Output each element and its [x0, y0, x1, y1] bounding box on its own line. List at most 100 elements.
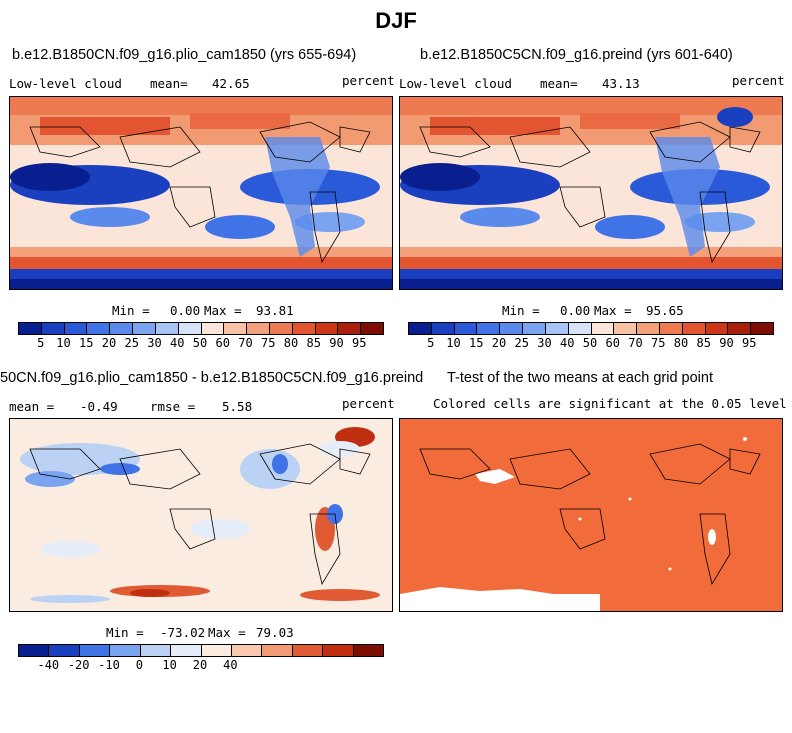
panel-c-difference-field [10, 419, 392, 611]
panel-c-colorbar-swatch [171, 645, 202, 656]
panel-c-colorbar-swatch [79, 645, 111, 656]
panel-a-colorbar-tick-label: 25 [124, 336, 139, 350]
panel-b-cloud-field [400, 97, 782, 289]
panel-a-colorbar-swatch [361, 323, 383, 334]
panel-b-min-value: 0.00 [560, 303, 591, 318]
panel-b-colorbar-swatch [431, 323, 455, 334]
panel-b-colorbar-tick-label: 95 [742, 336, 757, 350]
panel-a-max-label: Max = [204, 303, 242, 318]
panel-c-colorbar-tick-label: 20 [192, 658, 208, 672]
panel-a-colorbar-swatch [247, 323, 270, 334]
panel-c-mean-label: mean = [9, 399, 55, 414]
panel-a-colorbar-tick-label: 40 [170, 336, 185, 350]
panel-b-colorbar [408, 322, 774, 335]
panel-b-min-label: Min = [502, 303, 540, 318]
panel-c-colorbar-swatch [49, 645, 80, 656]
panel-c-colorbar-swatch [140, 645, 172, 656]
panel-d-subtitle: Colored cells are significant at the 0.0… [433, 396, 787, 411]
panel-b-mean-label: mean= [540, 76, 578, 91]
figure-title: DJF [375, 8, 417, 33]
panel-b-colorbar-swatch [728, 323, 752, 334]
panel-c-colorbar-swatch [19, 645, 50, 656]
panel-a-colorbar-tick-label: 20 [101, 336, 117, 350]
panel-c-colorbar-swatch [201, 645, 232, 656]
panel-b-colorbar-tick-label: 50 [582, 336, 598, 350]
panel-b-colorbar-tick-label: 70 [628, 336, 643, 350]
panel-b-colorbar-tick-label: 15 [469, 336, 484, 350]
panel-b-mean-value: 43.13 [602, 76, 640, 91]
panel-b-colorbar-swatch [705, 323, 729, 334]
panel-a-max-value: 93.81 [256, 303, 294, 318]
panel-b-colorbar-tick-label: 75 [651, 336, 666, 350]
panel-c-colorbar-swatch [292, 645, 324, 656]
panel-b-colorbar-swatch [751, 323, 773, 334]
panel-c-colorbar-swatch [262, 645, 293, 656]
panel-a-colorbar-tick-label: 75 [261, 336, 276, 350]
panel-b-colorbar-swatch [659, 323, 683, 334]
panel-a-colorbar-tick-label: 70 [238, 336, 253, 350]
panel-a-colorbar-swatch [19, 323, 42, 334]
panel-c-colorbar-tick-label: -10 [98, 658, 120, 672]
panel-c-title: 50CN.f09_g16.plio_cam1850 - b.e12.B1850C… [0, 370, 424, 386]
panel-a-cloud-field [10, 97, 392, 289]
panel-a-colorbar-tick-label: 5 [37, 336, 45, 350]
panel-b-colorbar-swatch [500, 323, 524, 334]
panel-b-max-label: Max = [594, 303, 632, 318]
panel-c-colorbar-tick-label: 40 [223, 658, 238, 672]
panel-b-map [399, 96, 783, 290]
panel-a-colorbar-swatch [41, 323, 65, 334]
panel-b-colorbar-swatch [682, 323, 706, 334]
panel-a-min-label: Min = [112, 303, 150, 318]
panel-a-mean-value: 42.65 [212, 76, 250, 91]
panel-a-colorbar-tick-label: 85 [306, 336, 321, 350]
panel-b-colorbar-swatch [477, 323, 501, 334]
panel-b-units: percent [732, 73, 785, 88]
panel-c-colorbar-swatch [323, 645, 354, 656]
panel-b-colorbar-tick-label: 80 [673, 336, 689, 350]
panel-c-colorbar-swatch [353, 645, 384, 656]
panel-b-colorbar-tick-label: 25 [514, 336, 529, 350]
panel-c-colorbar-tick-label: 0 [135, 658, 143, 672]
panel-b-colorbar-swatch [409, 323, 432, 334]
panel-a-colorbar-swatch [315, 323, 339, 334]
panel-a-colorbar-tick-label: 30 [147, 336, 162, 350]
panel-c-colorbar-tick-label: -20 [67, 658, 90, 672]
panel-a-title: b.e12.B1850CN.f09_g16.plio_cam1850 (yrs … [12, 47, 357, 63]
panel-b-colorbar-swatch [614, 323, 638, 334]
panel-a-colorbar-swatch [133, 323, 156, 334]
panel-c-max-label: Max = [208, 625, 246, 640]
panel-b-colorbar-swatch [523, 323, 546, 334]
panel-b-colorbar-tick-label: 60 [605, 336, 620, 350]
panel-a-colorbar-swatch [338, 323, 362, 334]
panel-a-field-label: Low-level cloud [9, 76, 122, 91]
panel-b-colorbar-swatch [637, 323, 660, 334]
panel-a-colorbar-swatch [224, 323, 248, 334]
panel-b-title: b.e12.B1850C5CN.f09_g16.preind (yrs 601-… [420, 47, 733, 63]
panel-b-colorbar-tick-label: 20 [491, 336, 507, 350]
panel-c-rmse-label: rmse = [150, 399, 196, 414]
panel-c-map [9, 418, 393, 612]
panel-a-units: percent [342, 73, 395, 88]
panel-b-colorbar-tick-label: 85 [696, 336, 711, 350]
panel-c-min-label: Min = [106, 625, 144, 640]
panel-c-rmse-value: 5.58 [222, 399, 253, 414]
panel-a-colorbar-swatch [201, 323, 225, 334]
panel-a-colorbar-swatch [292, 323, 316, 334]
panel-a-colorbar-tick-label: 10 [56, 336, 71, 350]
panel-a-colorbar-swatch [64, 323, 88, 334]
panel-a-colorbar-tick-label: 80 [283, 336, 299, 350]
panel-a-colorbar-swatch [178, 323, 202, 334]
panel-b-colorbar-swatch [568, 323, 592, 334]
panel-a-map [9, 96, 393, 290]
panel-a-colorbar-swatch [87, 323, 111, 334]
panel-b-colorbar-swatch [454, 323, 478, 334]
panel-c-colorbar-swatch [110, 645, 141, 656]
panel-c-colorbar-swatch [231, 645, 263, 656]
panel-a-colorbar-tick-label: 15 [79, 336, 94, 350]
panel-a-colorbar-tick-label: 60 [215, 336, 230, 350]
panel-c-min-value: -73.02 [160, 625, 206, 640]
panel-a-colorbar-swatch [155, 323, 179, 334]
panel-c-colorbar-tick-label: -40 [37, 658, 60, 672]
panel-a-colorbar-tick-label: 50 [192, 336, 208, 350]
panel-a-colorbar-swatch [110, 323, 134, 334]
